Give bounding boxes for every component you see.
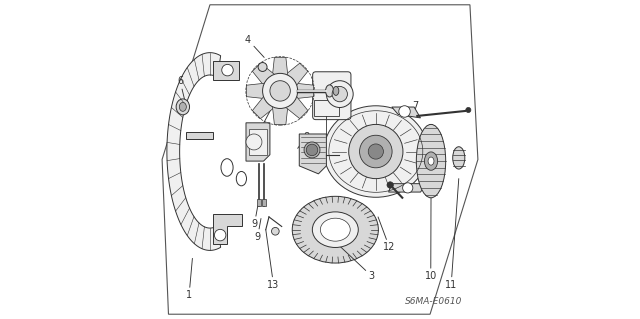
Text: 9: 9	[252, 206, 258, 229]
Text: 9: 9	[255, 219, 261, 242]
Circle shape	[360, 135, 392, 168]
Text: 3: 3	[337, 244, 374, 281]
Circle shape	[246, 134, 262, 150]
Circle shape	[349, 124, 403, 179]
Polygon shape	[262, 199, 266, 206]
Text: 12: 12	[378, 217, 396, 252]
Polygon shape	[252, 94, 276, 119]
Circle shape	[307, 144, 318, 156]
Polygon shape	[249, 129, 267, 155]
Text: S6MA-E0610: S6MA-E0610	[404, 297, 462, 306]
Polygon shape	[293, 83, 314, 99]
Circle shape	[387, 182, 394, 188]
Text: 5: 5	[334, 84, 340, 100]
Ellipse shape	[424, 152, 438, 170]
Polygon shape	[272, 104, 288, 124]
Text: 6: 6	[177, 76, 184, 99]
Ellipse shape	[304, 142, 320, 158]
Ellipse shape	[452, 147, 465, 169]
Circle shape	[214, 229, 226, 241]
Polygon shape	[284, 63, 308, 87]
Ellipse shape	[324, 106, 428, 197]
Polygon shape	[392, 107, 420, 118]
Circle shape	[332, 86, 348, 102]
Polygon shape	[246, 123, 270, 161]
Circle shape	[326, 81, 353, 108]
Polygon shape	[388, 184, 427, 192]
Ellipse shape	[292, 196, 378, 263]
Polygon shape	[213, 61, 239, 80]
Polygon shape	[167, 53, 221, 250]
Polygon shape	[272, 57, 288, 78]
Ellipse shape	[333, 86, 339, 95]
Ellipse shape	[417, 124, 445, 198]
Polygon shape	[246, 83, 268, 99]
Polygon shape	[300, 134, 326, 174]
Polygon shape	[284, 94, 308, 119]
Ellipse shape	[428, 157, 434, 165]
Text: 11: 11	[445, 179, 459, 290]
Polygon shape	[257, 199, 261, 206]
Text: 4: 4	[245, 35, 264, 57]
Text: 10: 10	[424, 198, 437, 281]
Text: 2: 2	[255, 110, 271, 137]
Ellipse shape	[326, 85, 333, 97]
Ellipse shape	[321, 218, 350, 241]
Circle shape	[262, 73, 298, 108]
Text: 13: 13	[266, 230, 280, 290]
Polygon shape	[213, 214, 242, 244]
Ellipse shape	[258, 63, 267, 71]
FancyBboxPatch shape	[313, 72, 351, 120]
Text: 7: 7	[404, 101, 418, 115]
Ellipse shape	[176, 99, 189, 115]
Polygon shape	[252, 63, 276, 87]
Circle shape	[403, 183, 413, 193]
Ellipse shape	[312, 212, 358, 248]
Text: 1: 1	[186, 258, 193, 300]
Text: 8: 8	[298, 131, 310, 148]
Circle shape	[399, 106, 410, 117]
Circle shape	[270, 81, 291, 101]
Circle shape	[466, 108, 471, 113]
Circle shape	[271, 227, 279, 235]
Polygon shape	[186, 132, 213, 139]
Ellipse shape	[179, 102, 186, 111]
Circle shape	[221, 64, 233, 76]
Circle shape	[368, 144, 383, 159]
